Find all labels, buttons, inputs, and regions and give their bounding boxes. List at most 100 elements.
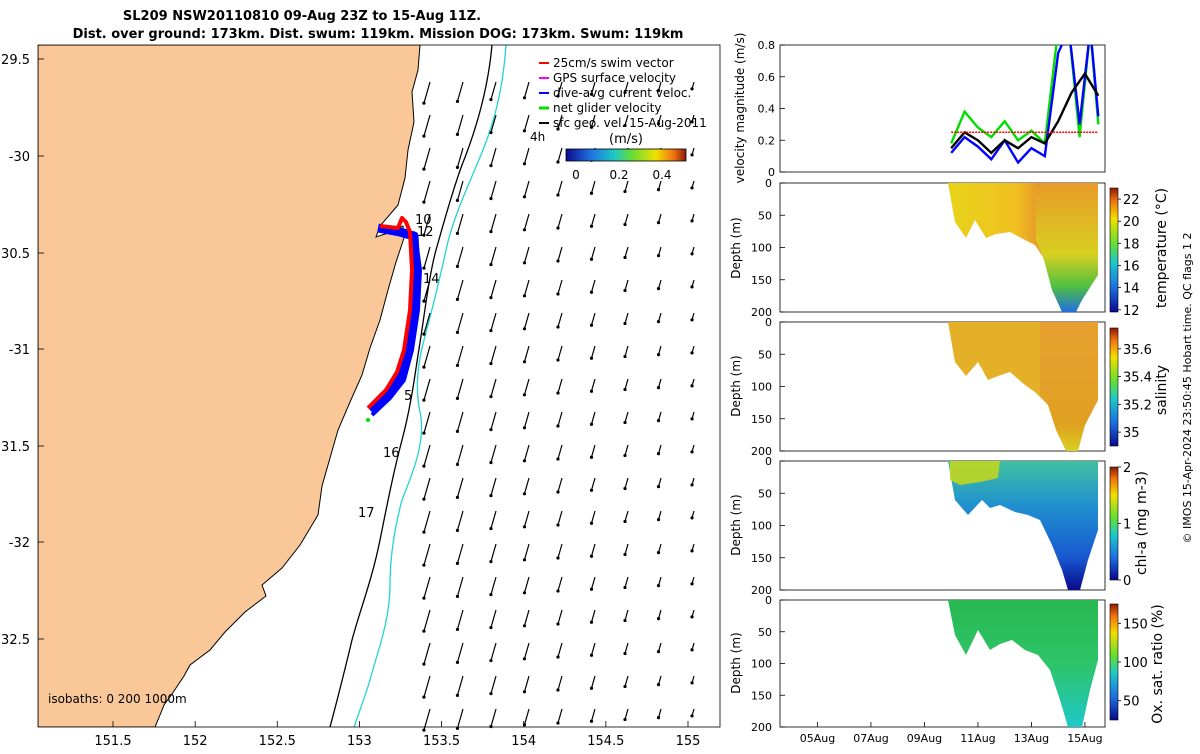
map-x-tick-label: 153 [347,734,372,749]
surface-velocity-arrowhead [656,551,661,555]
surface-velocity-arrowhead [623,387,627,392]
temperature-colorbar: 12 14 16 18 20 22 temperature (°C) [1109,187,1170,319]
surface-velocity-arrow [423,147,431,170]
surface-velocity-arrowhead [623,552,627,557]
surface-velocity-arrow [423,279,431,302]
surface-velocity-arrowhead [489,724,493,729]
surface-velocity-arrowhead [422,464,426,468]
surface-velocity-arrow [490,576,497,595]
track-current-band [366,223,421,414]
surface-velocity-arrow [490,180,497,199]
surface-velocity-arrowhead [623,123,627,128]
surface-velocity-arrow [523,180,530,197]
depth-tick-label: 50 [758,209,772,222]
surface-velocity-arrow [456,609,464,630]
date-tick-label: 05Aug [800,732,835,745]
surface-velocity-arrowhead [522,96,527,100]
surface-velocity-arrow [557,642,563,658]
surface-velocity-arrow [490,345,497,364]
temperature-colorbar-ramp [1109,187,1119,313]
surface-velocity-arrow [423,675,431,698]
surface-velocity-arrowhead [489,229,493,234]
panel-ylabel: Depth (m) [729,632,743,693]
surface-velocity-arrow [423,411,431,434]
surface-velocity-arrow [523,675,530,692]
speed-colorbar: (m/s) 0 0.2 0.4 [565,132,687,182]
surface-velocity-arrowhead [422,398,426,402]
surface-velocity-arrowhead [656,617,661,621]
surface-velocity-arrow [523,213,530,230]
surface-velocity-arrowhead [422,266,426,270]
surface-velocity-arrow [490,642,497,661]
surface-velocity-arrow [590,444,596,458]
surface-velocity-arrow [590,312,596,326]
surface-velocity-arrowhead [455,462,460,466]
track-day-label: 5 [404,389,412,404]
surface-velocity-arrowhead [623,288,627,293]
surface-velocity-arrow [490,708,497,727]
velocity-y-tick-label: 0.6 [758,71,776,84]
track-day-label: 14 [423,272,440,287]
temperature-deep [1035,183,1098,312]
depth-tick-label: 200 [751,584,772,597]
surface-velocity-arrowhead [522,393,527,397]
surface-velocity-arrow [490,147,497,166]
velocity-series-line [950,45,1100,146]
surface-velocity-arrowhead [422,101,426,105]
surface-velocity-arrow [456,708,464,729]
surface-velocity-arrow [523,543,530,560]
surface-velocity-arrow [557,378,563,394]
surface-velocity-arrowhead [589,554,594,558]
colorbar-tick-label: 2 [1123,461,1131,476]
surface-velocity-arrow [624,675,629,687]
surface-velocity-arrow [624,345,629,357]
surface-velocity-arrowhead [690,318,694,322]
surface-velocity-arrowhead [455,594,460,598]
surface-velocity-arrowhead [690,483,694,487]
surface-velocity-arrowhead [556,94,560,98]
panel-ylabel: Depth (m) [729,494,743,555]
oxygen-colorbar: 50 100 150 Ox. sat. ratio (%) [1109,603,1166,724]
velocity-series-line [950,45,1100,165]
map-frame [37,44,721,728]
surface-velocity-arrow [490,543,497,562]
surface-velocity-arrow [523,81,530,98]
map-y-tick-label: 29.5 [1,53,30,68]
surface-velocity-arrowhead [589,455,594,459]
speed-colorbar-unit: (m/s) [609,132,643,147]
surface-velocity-arrowhead [422,233,426,237]
map-x-tick-label: 153.5 [423,734,460,749]
surface-velocity-arrow [423,609,431,632]
surface-velocity-arrowhead [690,582,694,586]
surface-velocity-arrow [456,444,464,465]
surface-velocity-arrow [590,576,596,590]
surface-velocity-arrow [624,642,629,654]
surface-velocity-arrowhead [656,386,661,390]
surface-velocity-arrow [423,378,431,401]
surface-velocity-arrowhead [556,655,560,659]
surface-velocity-arrowhead [455,264,460,268]
surface-velocity-arrowhead [589,323,594,327]
surface-velocity-arrowhead [522,525,527,529]
date-tick-label: 13Aug [1014,732,1049,745]
surface-velocity-arrow [490,81,497,100]
surface-velocity-arrowhead [522,492,527,496]
surface-velocity-arrow [624,576,629,588]
surface-velocity-arrow [523,444,530,461]
surface-velocity-arrow [523,411,530,428]
surface-velocity-arrowhead [556,721,560,725]
surface-velocity-arrow [456,411,464,432]
colorbar-tick-label: 20 [1123,215,1140,230]
surface-velocity-arrow [423,510,431,533]
date-axis-ticks: 05Aug 07Aug 09Aug 11Aug 13Aug 15Aug [800,722,1103,745]
surface-velocity-arrow [423,345,431,368]
surface-velocity-arrowhead [623,453,627,458]
surface-velocity-arrowhead [589,125,594,129]
surface-velocity-arrowhead [455,528,460,532]
surface-velocity-arrowhead [589,488,594,492]
surface-velocity-arrow [490,246,497,265]
surface-velocity-arrowhead [422,596,426,600]
surface-velocity-arrow [456,345,464,366]
surface-velocity-arrowhead [422,431,426,435]
surface-velocity-arrowhead [656,320,661,324]
